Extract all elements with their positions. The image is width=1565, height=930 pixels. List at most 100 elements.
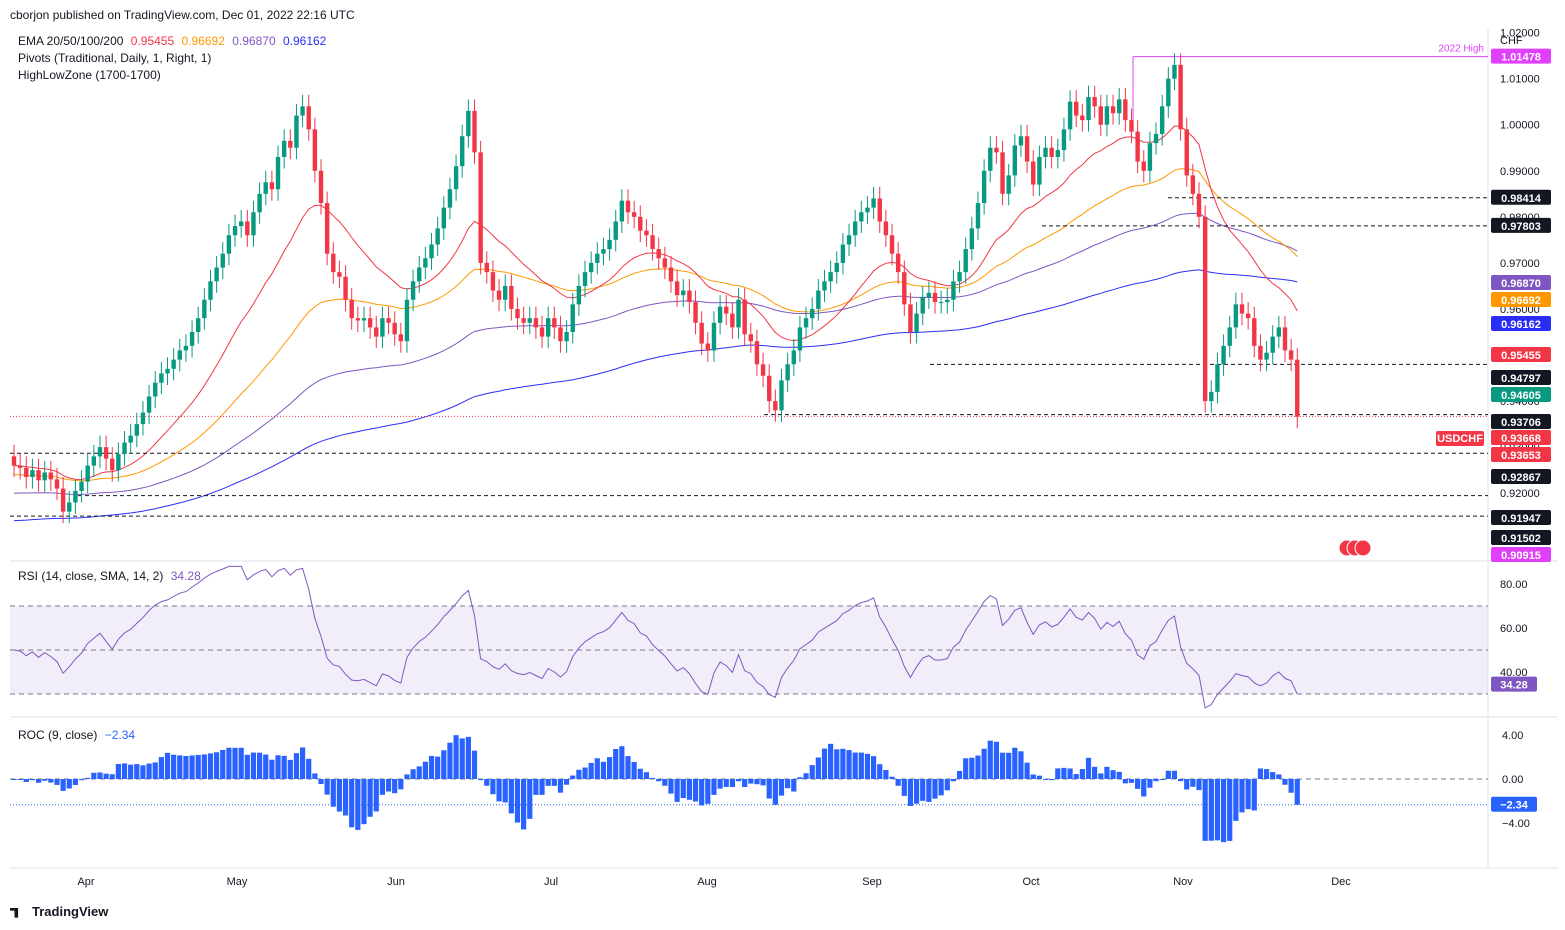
candle-body	[1233, 304, 1239, 328]
candle-body	[122, 442, 127, 455]
roc-bar	[1030, 774, 1036, 779]
candle-body	[460, 136, 465, 167]
ema-legend: EMA 20/50/100/200 0.95455 0.96692 0.9687…	[18, 34, 326, 48]
candle-body	[1110, 106, 1116, 114]
roc-bar	[441, 750, 447, 779]
roc-bar	[177, 755, 183, 779]
roc-bar	[293, 753, 300, 779]
candle-body	[116, 454, 121, 471]
roc-bar	[1153, 779, 1159, 782]
price-label-value: 0.91947	[1501, 513, 1541, 525]
roc-bar	[625, 756, 631, 779]
candle-body	[404, 299, 410, 342]
candle-body	[1104, 106, 1110, 125]
roc-bar	[1190, 779, 1196, 787]
price-label-value: 0.93668	[1501, 433, 1541, 445]
candle-body	[1117, 99, 1122, 114]
roc-bar	[969, 757, 975, 779]
rsi-tick-label: 80.00	[1500, 579, 1528, 591]
roc-bar	[680, 779, 686, 799]
roc-bar	[557, 779, 564, 793]
candle-body	[146, 396, 152, 413]
candle-body	[920, 297, 925, 314]
roc-bar	[527, 779, 533, 819]
candle-body	[521, 318, 526, 323]
roc-bar	[465, 736, 471, 779]
roc-value-box	[1491, 796, 1537, 812]
candle-body	[159, 373, 164, 383]
candle-body	[337, 272, 342, 277]
roc-bar	[1288, 779, 1294, 793]
roc-bar	[336, 779, 343, 812]
roc-bar	[545, 779, 551, 786]
roc-bar	[864, 753, 871, 779]
candle-body	[619, 200, 625, 222]
roc-bar	[987, 740, 993, 779]
candle-body	[1024, 136, 1030, 162]
hlz-legend: HighLowZone (1700-1700)	[18, 68, 161, 82]
roc-bar	[1049, 779, 1055, 781]
tradingview-brand: TradingView	[10, 904, 108, 919]
price-label-value: 1.01478	[1501, 52, 1541, 64]
roc-bar	[471, 750, 478, 779]
candle-body	[1184, 129, 1189, 176]
candle-body	[1295, 359, 1300, 417]
roc-bar	[766, 779, 772, 799]
price-tick-label: 1.01000	[1500, 74, 1540, 86]
candle-body	[288, 140, 293, 148]
candle-body	[877, 198, 882, 222]
roc-bar	[600, 761, 607, 779]
candle-body	[447, 189, 453, 208]
roc-bar	[735, 779, 742, 782]
roc-bar	[521, 779, 527, 830]
candle-body	[754, 341, 760, 365]
candle-body	[760, 364, 766, 376]
rsi-tick-label: 60.00	[1500, 623, 1528, 635]
candle-body	[846, 235, 852, 245]
candle-body	[1227, 327, 1232, 346]
roc-bar	[250, 752, 257, 779]
candle-body	[994, 147, 999, 153]
candle-body	[582, 272, 588, 286]
rsi-legend: RSI (14, close, SMA, 14, 2) 34.28	[18, 569, 201, 583]
month-tick-label: Jun	[387, 876, 405, 888]
price-label-value: 0.90915	[1501, 550, 1541, 562]
roc-bar	[883, 769, 889, 779]
candle-body	[1098, 106, 1103, 125]
candle-body	[852, 221, 858, 236]
roc-bar	[631, 761, 637, 779]
rsi-value-box	[1491, 676, 1537, 692]
candle-body	[883, 221, 889, 236]
candle-body	[650, 235, 655, 250]
roc-bar	[999, 752, 1006, 779]
price-label-box	[1491, 189, 1551, 205]
price-label-value: 0.93653	[1501, 450, 1541, 462]
roc-bar	[570, 775, 576, 779]
candle-body	[1135, 131, 1140, 162]
roc-bar	[134, 764, 140, 779]
roc-bar	[275, 755, 281, 779]
candle-body	[981, 170, 987, 204]
candle-body	[1258, 345, 1263, 360]
candle-body	[1123, 99, 1128, 121]
roc-bar	[711, 779, 717, 795]
candle-body	[902, 272, 907, 305]
roc-bar	[871, 756, 877, 779]
candle-body	[724, 306, 729, 314]
candle-body	[423, 258, 428, 268]
roc-bar	[514, 779, 521, 823]
roc-bar	[729, 779, 735, 787]
roc-bar	[502, 779, 508, 803]
price-label-value: 0.94797	[1501, 373, 1541, 385]
roc-bar	[895, 779, 901, 786]
candle-body	[1074, 101, 1079, 116]
roc-bar	[1036, 775, 1042, 779]
candle-body	[785, 364, 790, 381]
roc-bar	[778, 779, 785, 796]
roc-bar	[103, 773, 109, 779]
roc-bar	[699, 779, 705, 806]
roc-legend: ROC (9, close) −2.34	[18, 728, 135, 742]
candle-body	[300, 106, 305, 116]
roc-bar	[404, 774, 410, 779]
